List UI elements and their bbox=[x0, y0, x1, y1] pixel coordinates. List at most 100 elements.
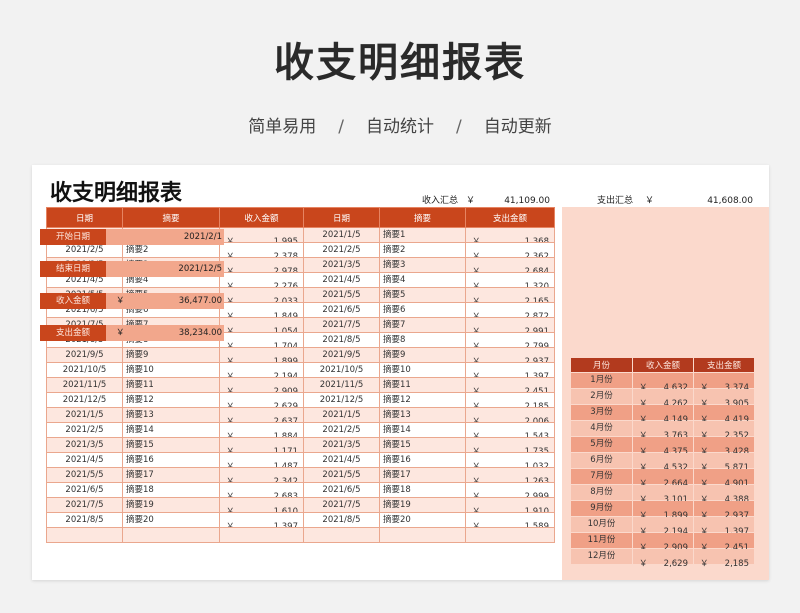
income-desc-cell[interactable]: 摘要20 bbox=[122, 512, 220, 528]
income-date-cell[interactable]: 2021/12/5 bbox=[46, 392, 123, 408]
expense-date-cell[interactable]: 2021/1/5 bbox=[303, 227, 380, 243]
expense-desc-cell[interactable]: 摘要5 bbox=[379, 287, 466, 303]
expense-desc-cell[interactable]: 摘要7 bbox=[379, 317, 466, 333]
expense-amount-cell[interactable]: ￥ 2,991 bbox=[465, 317, 555, 333]
income-date-cell[interactable]: 2021/7/5 bbox=[46, 497, 123, 513]
income-desc-cell[interactable]: 摘要10 bbox=[122, 362, 220, 378]
income-date-cell[interactable]: 2021/8/5 bbox=[46, 512, 123, 528]
expense-desc-cell[interactable]: 摘要10 bbox=[379, 362, 466, 378]
income-desc-cell[interactable]: 摘要12 bbox=[122, 392, 220, 408]
expense-amount-cell[interactable]: ￥ 2,006 bbox=[465, 407, 555, 423]
income-desc-cell[interactable]: 摘要18 bbox=[122, 482, 220, 498]
income-amount-cell[interactable]: ￥ 2,637 bbox=[219, 407, 304, 423]
expense-amount-cell[interactable]: ￥ 1,543 bbox=[465, 422, 555, 438]
income-amount-cell[interactable]: ￥ 1,610 bbox=[219, 497, 304, 513]
expense-date-cell[interactable]: 2021/12/5 bbox=[303, 392, 380, 408]
income-amount-cell[interactable]: ￥ 2,194 bbox=[219, 362, 304, 378]
expense-amount-cell[interactable]: ￥ 1,032 bbox=[465, 452, 555, 468]
expense-desc-cell[interactable]: 摘要9 bbox=[379, 347, 466, 363]
income-amount-cell[interactable]: ￥ 1,704 bbox=[219, 332, 304, 348]
expense-amount-cell[interactable]: ￥ 2,937 bbox=[465, 347, 555, 363]
expense-amount-cell[interactable]: ￥ 1,735 bbox=[465, 437, 555, 453]
expense-desc-cell[interactable]: 摘要4 bbox=[379, 272, 466, 288]
income-desc-cell[interactable]: 摘要14 bbox=[122, 422, 220, 438]
income-amount-cell[interactable]: ￥ 1,054 bbox=[219, 317, 304, 333]
expense-amount-cell[interactable]: ￥ 2,362 bbox=[465, 242, 555, 258]
expense-desc-cell[interactable] bbox=[379, 527, 466, 543]
expense-date-cell[interactable]: 2021/3/5 bbox=[303, 437, 380, 453]
income-desc-cell[interactable]: 摘要11 bbox=[122, 377, 220, 393]
expense-desc-cell[interactable]: 摘要15 bbox=[379, 437, 466, 453]
expense-date-cell[interactable]: 2021/8/5 bbox=[303, 512, 380, 528]
income-date-cell[interactable]: 2021/4/5 bbox=[46, 452, 123, 468]
expense-amount-cell[interactable]: ￥ 2,684 bbox=[465, 257, 555, 273]
income-amount-cell[interactable] bbox=[219, 527, 304, 543]
expense-desc-cell[interactable]: 摘要13 bbox=[379, 407, 466, 423]
expense-date-cell[interactable]: 2021/10/5 bbox=[303, 362, 380, 378]
expense-amount-cell[interactable]: ￥ 2,185 bbox=[465, 392, 555, 408]
expense-desc-cell[interactable]: 摘要16 bbox=[379, 452, 466, 468]
expense-date-cell[interactable]: 2021/4/5 bbox=[303, 452, 380, 468]
income-date-cell[interactable]: 2021/5/5 bbox=[46, 467, 123, 483]
income-amount-cell[interactable]: ￥ 1,899 bbox=[219, 347, 304, 363]
expense-desc-cell[interactable]: 摘要11 bbox=[379, 377, 466, 393]
income-amount-cell[interactable]: ￥ 1,397 bbox=[219, 512, 304, 528]
expense-desc-cell[interactable]: 摘要18 bbox=[379, 482, 466, 498]
expense-amount-cell[interactable]: ￥ 1,263 bbox=[465, 467, 555, 483]
income-amount-cell[interactable]: ￥ 2,342 bbox=[219, 467, 304, 483]
income-date-cell[interactable]: 2021/11/5 bbox=[46, 377, 123, 393]
income-amount-cell[interactable]: ￥ 1,849 bbox=[219, 302, 304, 318]
expense-desc-cell[interactable]: 摘要20 bbox=[379, 512, 466, 528]
expense-desc-cell[interactable]: 摘要8 bbox=[379, 332, 466, 348]
income-amount-cell[interactable]: ￥ 2,378 bbox=[219, 242, 304, 258]
income-amount-cell[interactable]: ￥ 2,629 bbox=[219, 392, 304, 408]
expense-date-cell[interactable] bbox=[303, 527, 380, 543]
income-amount-cell[interactable]: ￥ 1,487 bbox=[219, 452, 304, 468]
expense-amount-cell[interactable]: ￥ 1,320 bbox=[465, 272, 555, 288]
expense-date-cell[interactable]: 2021/4/5 bbox=[303, 272, 380, 288]
income-amount-cell[interactable]: ￥ 2,276 bbox=[219, 272, 304, 288]
expense-date-cell[interactable]: 2021/2/5 bbox=[303, 422, 380, 438]
income-date-cell[interactable] bbox=[46, 527, 123, 543]
expense-amount-cell[interactable]: ￥ 1,589 bbox=[465, 512, 555, 528]
expense-date-cell[interactable]: 2021/6/5 bbox=[303, 302, 380, 318]
income-desc-cell[interactable]: 摘要15 bbox=[122, 437, 220, 453]
income-desc-cell[interactable]: 摘要17 bbox=[122, 467, 220, 483]
expense-date-cell[interactable]: 2021/2/5 bbox=[303, 242, 380, 258]
income-desc-cell[interactable]: 摘要13 bbox=[122, 407, 220, 423]
start-date-cell[interactable]: 2021/2/1 bbox=[106, 229, 224, 245]
expense-date-cell[interactable]: 2021/1/5 bbox=[303, 407, 380, 423]
expense-date-cell[interactable]: 2021/7/5 bbox=[303, 317, 380, 333]
income-date-cell[interactable]: 2021/3/5 bbox=[46, 437, 123, 453]
income-desc-cell[interactable]: 摘要19 bbox=[122, 497, 220, 513]
expense-amount-cell[interactable] bbox=[465, 527, 555, 543]
income-date-cell[interactable]: 2021/2/5 bbox=[46, 422, 123, 438]
income-amount-cell[interactable]: ￥ 2,033 bbox=[219, 287, 304, 303]
expense-amount-cell[interactable]: ￥ 1,910 bbox=[465, 497, 555, 513]
income-date-cell[interactable]: 2021/10/5 bbox=[46, 362, 123, 378]
expense-amount-cell[interactable]: ￥ 2,165 bbox=[465, 287, 555, 303]
expense-desc-cell[interactable]: 摘要14 bbox=[379, 422, 466, 438]
expense-desc-cell[interactable]: 摘要2 bbox=[379, 242, 466, 258]
expense-date-cell[interactable]: 2021/9/5 bbox=[303, 347, 380, 363]
expense-amount-cell[interactable]: ￥ 2,872 bbox=[465, 302, 555, 318]
expense-amount-cell[interactable]: ￥ 1,397 bbox=[465, 362, 555, 378]
expense-desc-cell[interactable]: 摘要17 bbox=[379, 467, 466, 483]
expense-amount-cell[interactable]: ￥ 2,999 bbox=[465, 482, 555, 498]
income-amount-cell[interactable]: ￥ 1,995 bbox=[219, 227, 304, 243]
expense-date-cell[interactable]: 2021/3/5 bbox=[303, 257, 380, 273]
expense-desc-cell[interactable]: 摘要1 bbox=[379, 227, 466, 243]
expense-date-cell[interactable]: 2021/11/5 bbox=[303, 377, 380, 393]
income-desc-cell[interactable]: 摘要9 bbox=[122, 347, 220, 363]
expense-date-cell[interactable]: 2021/5/5 bbox=[303, 287, 380, 303]
expense-desc-cell[interactable]: 摘要12 bbox=[379, 392, 466, 408]
income-date-cell[interactable]: 2021/6/5 bbox=[46, 482, 123, 498]
expense-desc-cell[interactable]: 摘要3 bbox=[379, 257, 466, 273]
expense-amount-cell[interactable]: ￥ 2,451 bbox=[465, 377, 555, 393]
income-date-cell[interactable]: 2021/9/5 bbox=[46, 347, 123, 363]
expense-amount-cell[interactable]: ￥ 2,799 bbox=[465, 332, 555, 348]
income-desc-cell[interactable]: 摘要16 bbox=[122, 452, 220, 468]
expense-date-cell[interactable]: 2021/5/5 bbox=[303, 467, 380, 483]
expense-desc-cell[interactable]: 摘要19 bbox=[379, 497, 466, 513]
expense-date-cell[interactable]: 2021/8/5 bbox=[303, 332, 380, 348]
